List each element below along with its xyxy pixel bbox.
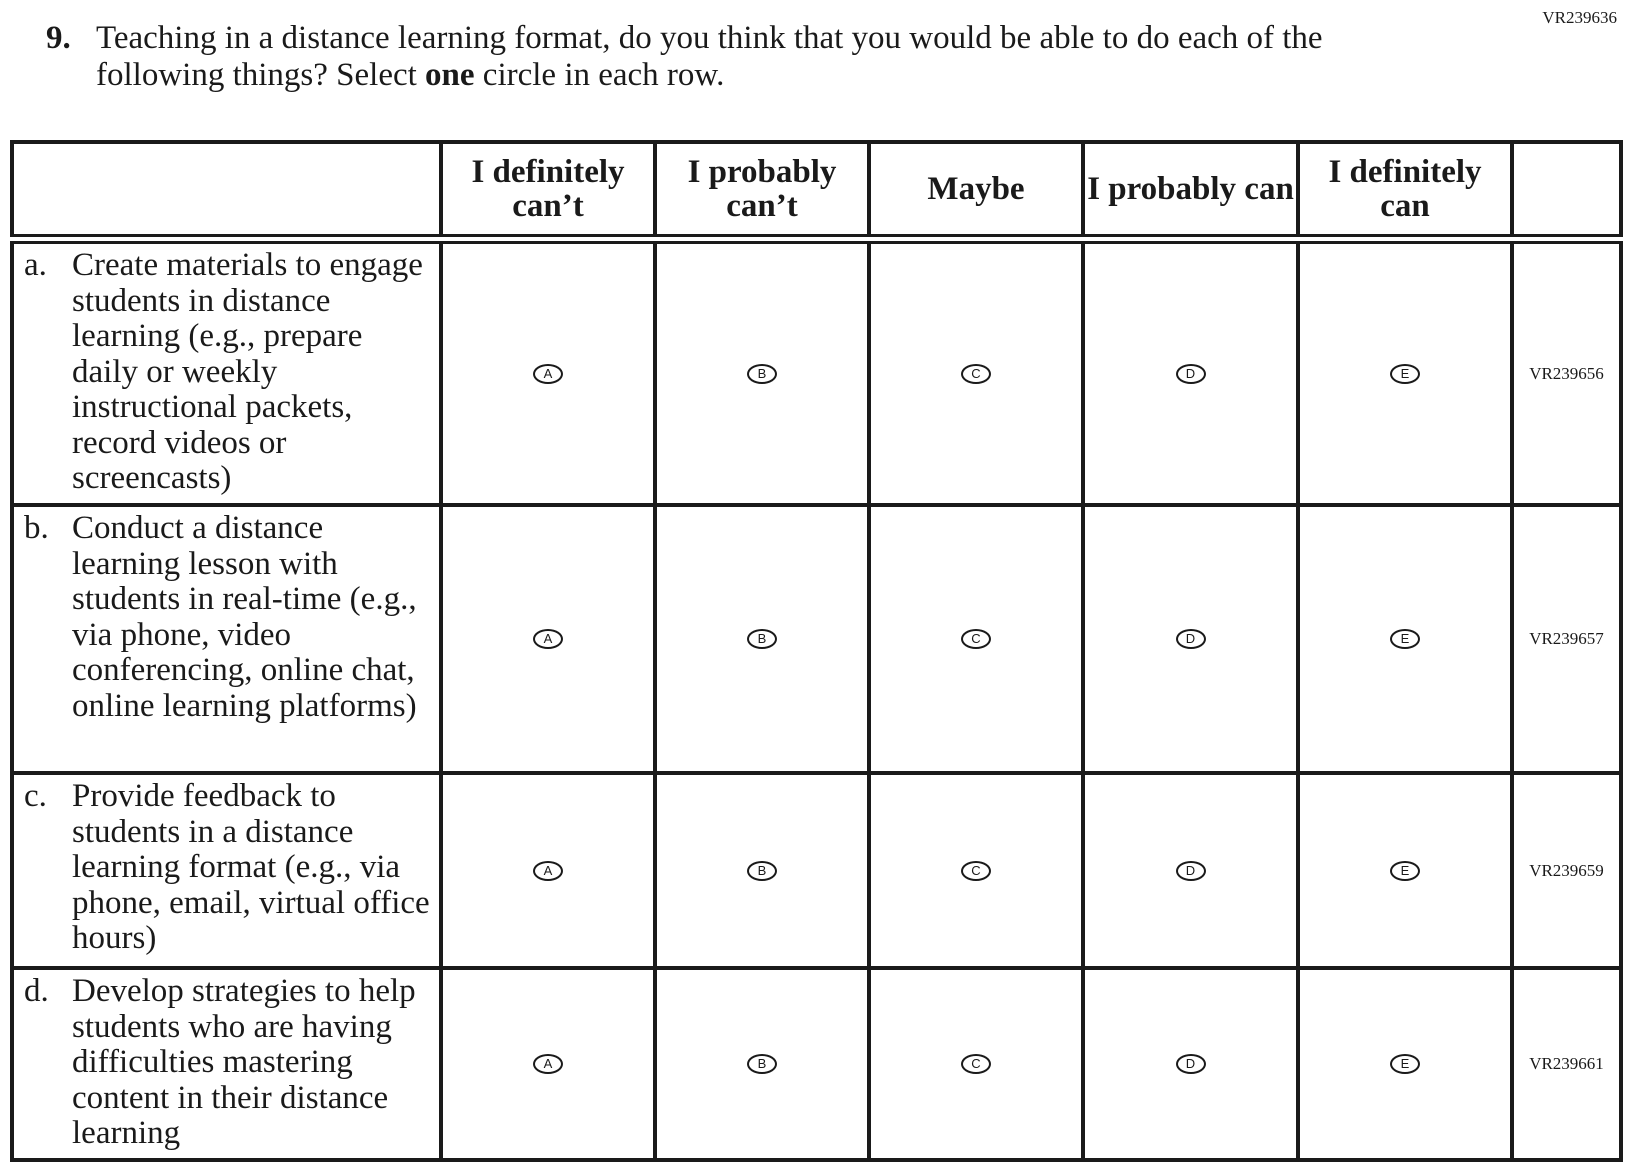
option-cell: A [439, 771, 657, 970]
item-cell: d. Develop strategies to help students wh… [10, 966, 443, 1162]
header-definitely-cant: I definitely can’t [439, 140, 657, 244]
row-code: VR239656 [1529, 363, 1604, 383]
question-text: Teaching in a distance learning format, … [96, 20, 1323, 93]
radio-option-a[interactable]: A [533, 1054, 563, 1074]
option-cell: D [1081, 503, 1300, 775]
radio-option-c[interactable]: C [961, 1054, 991, 1074]
option-cell: A [439, 503, 657, 775]
table-row: b. Conduct a distance learning lesson wit… [10, 503, 1623, 775]
header-code [1510, 140, 1623, 244]
item-letter: d. [24, 973, 49, 1009]
option-cell: D [1081, 237, 1300, 507]
item-cell: b. Conduct a distance learning lesson wit… [10, 503, 443, 775]
row-code-cell: VR239656 [1510, 237, 1623, 507]
item-cell: a. Create materials to engage students in… [10, 237, 443, 507]
row-code-cell: VR239657 [1510, 503, 1623, 775]
header-definitely-can: I definitely can [1296, 140, 1514, 244]
radio-option-b[interactable]: B [747, 860, 777, 881]
radio-option-e[interactable]: E [1390, 860, 1420, 881]
question-prompt: 9. Teaching in a distance learning forma… [46, 20, 1426, 94]
table-row: a. Create materials to engage students in… [10, 237, 1623, 507]
question-text-end: circle in each row. [474, 57, 725, 93]
option-cell: A [439, 237, 657, 507]
row-code: VR239659 [1529, 860, 1604, 880]
page-code: VR239636 [1542, 8, 1617, 27]
option-cell: B [653, 966, 871, 1162]
item-cell: c. Provide feedback to students in a dist… [10, 771, 443, 970]
radio-option-d[interactable]: D [1175, 629, 1206, 649]
radio-option-a[interactable]: A [533, 860, 563, 881]
header-probably-can: I probably can [1081, 140, 1300, 244]
item-text: Create materials to engage students in d… [72, 247, 423, 496]
radio-option-e[interactable]: E [1390, 1054, 1420, 1074]
item-letter: a. [24, 247, 47, 283]
row-code-cell: VR239659 [1510, 771, 1623, 970]
header-maybe: Maybe [867, 140, 1085, 244]
radio-option-c[interactable]: C [961, 629, 991, 649]
option-cell: B [653, 237, 871, 507]
option-cell: B [653, 771, 871, 970]
option-cell: E [1296, 237, 1514, 507]
item-text: Provide feedback to students in a distan… [72, 778, 430, 956]
option-cell: E [1296, 503, 1514, 775]
row-code: VR239661 [1529, 1054, 1604, 1073]
header-probably-cant: I probably can’t [653, 140, 871, 244]
table-row: c. Provide feedback to students in a dist… [10, 771, 1623, 970]
radio-option-b[interactable]: B [747, 1054, 777, 1074]
radio-option-d[interactable]: D [1175, 860, 1206, 881]
item-letter: b. [24, 510, 49, 546]
row-code: VR239657 [1529, 629, 1604, 648]
option-cell: D [1081, 771, 1300, 970]
option-cell: A [439, 966, 657, 1162]
option-cell: C [867, 503, 1085, 775]
table-row: d. Develop strategies to help students wh… [10, 966, 1623, 1162]
option-cell: E [1296, 966, 1514, 1162]
radio-option-b[interactable]: B [747, 363, 777, 384]
option-cell: C [867, 237, 1085, 507]
radio-option-d[interactable]: D [1175, 363, 1206, 384]
option-cell: D [1081, 966, 1300, 1162]
row-code-cell: VR239661 [1510, 966, 1623, 1162]
radio-option-e[interactable]: E [1390, 363, 1420, 384]
header-row: I definitely can’t I probably can’t Mayb… [10, 140, 1623, 244]
option-cell: C [867, 771, 1085, 970]
radio-option-e[interactable]: E [1390, 629, 1420, 649]
radio-option-a[interactable]: A [533, 363, 563, 384]
radio-option-a[interactable]: A [533, 629, 563, 649]
item-letter: c. [24, 778, 47, 814]
response-grid: I definitely can’t I probably can’t Mayb… [10, 140, 1623, 1162]
item-text: Develop strategies to help students who … [72, 973, 416, 1151]
option-cell: B [653, 503, 871, 775]
item-text: Conduct a distance learning lesson with … [72, 510, 417, 724]
radio-option-b[interactable]: B [747, 629, 777, 649]
question-emphasis: one [425, 57, 475, 93]
option-cell: C [867, 966, 1085, 1162]
radio-option-d[interactable]: D [1175, 1054, 1206, 1074]
header-blank [10, 140, 443, 244]
radio-option-c[interactable]: C [961, 860, 991, 881]
question-number: 9. [46, 20, 71, 56]
option-cell: E [1296, 771, 1514, 970]
radio-option-c[interactable]: C [961, 363, 991, 384]
